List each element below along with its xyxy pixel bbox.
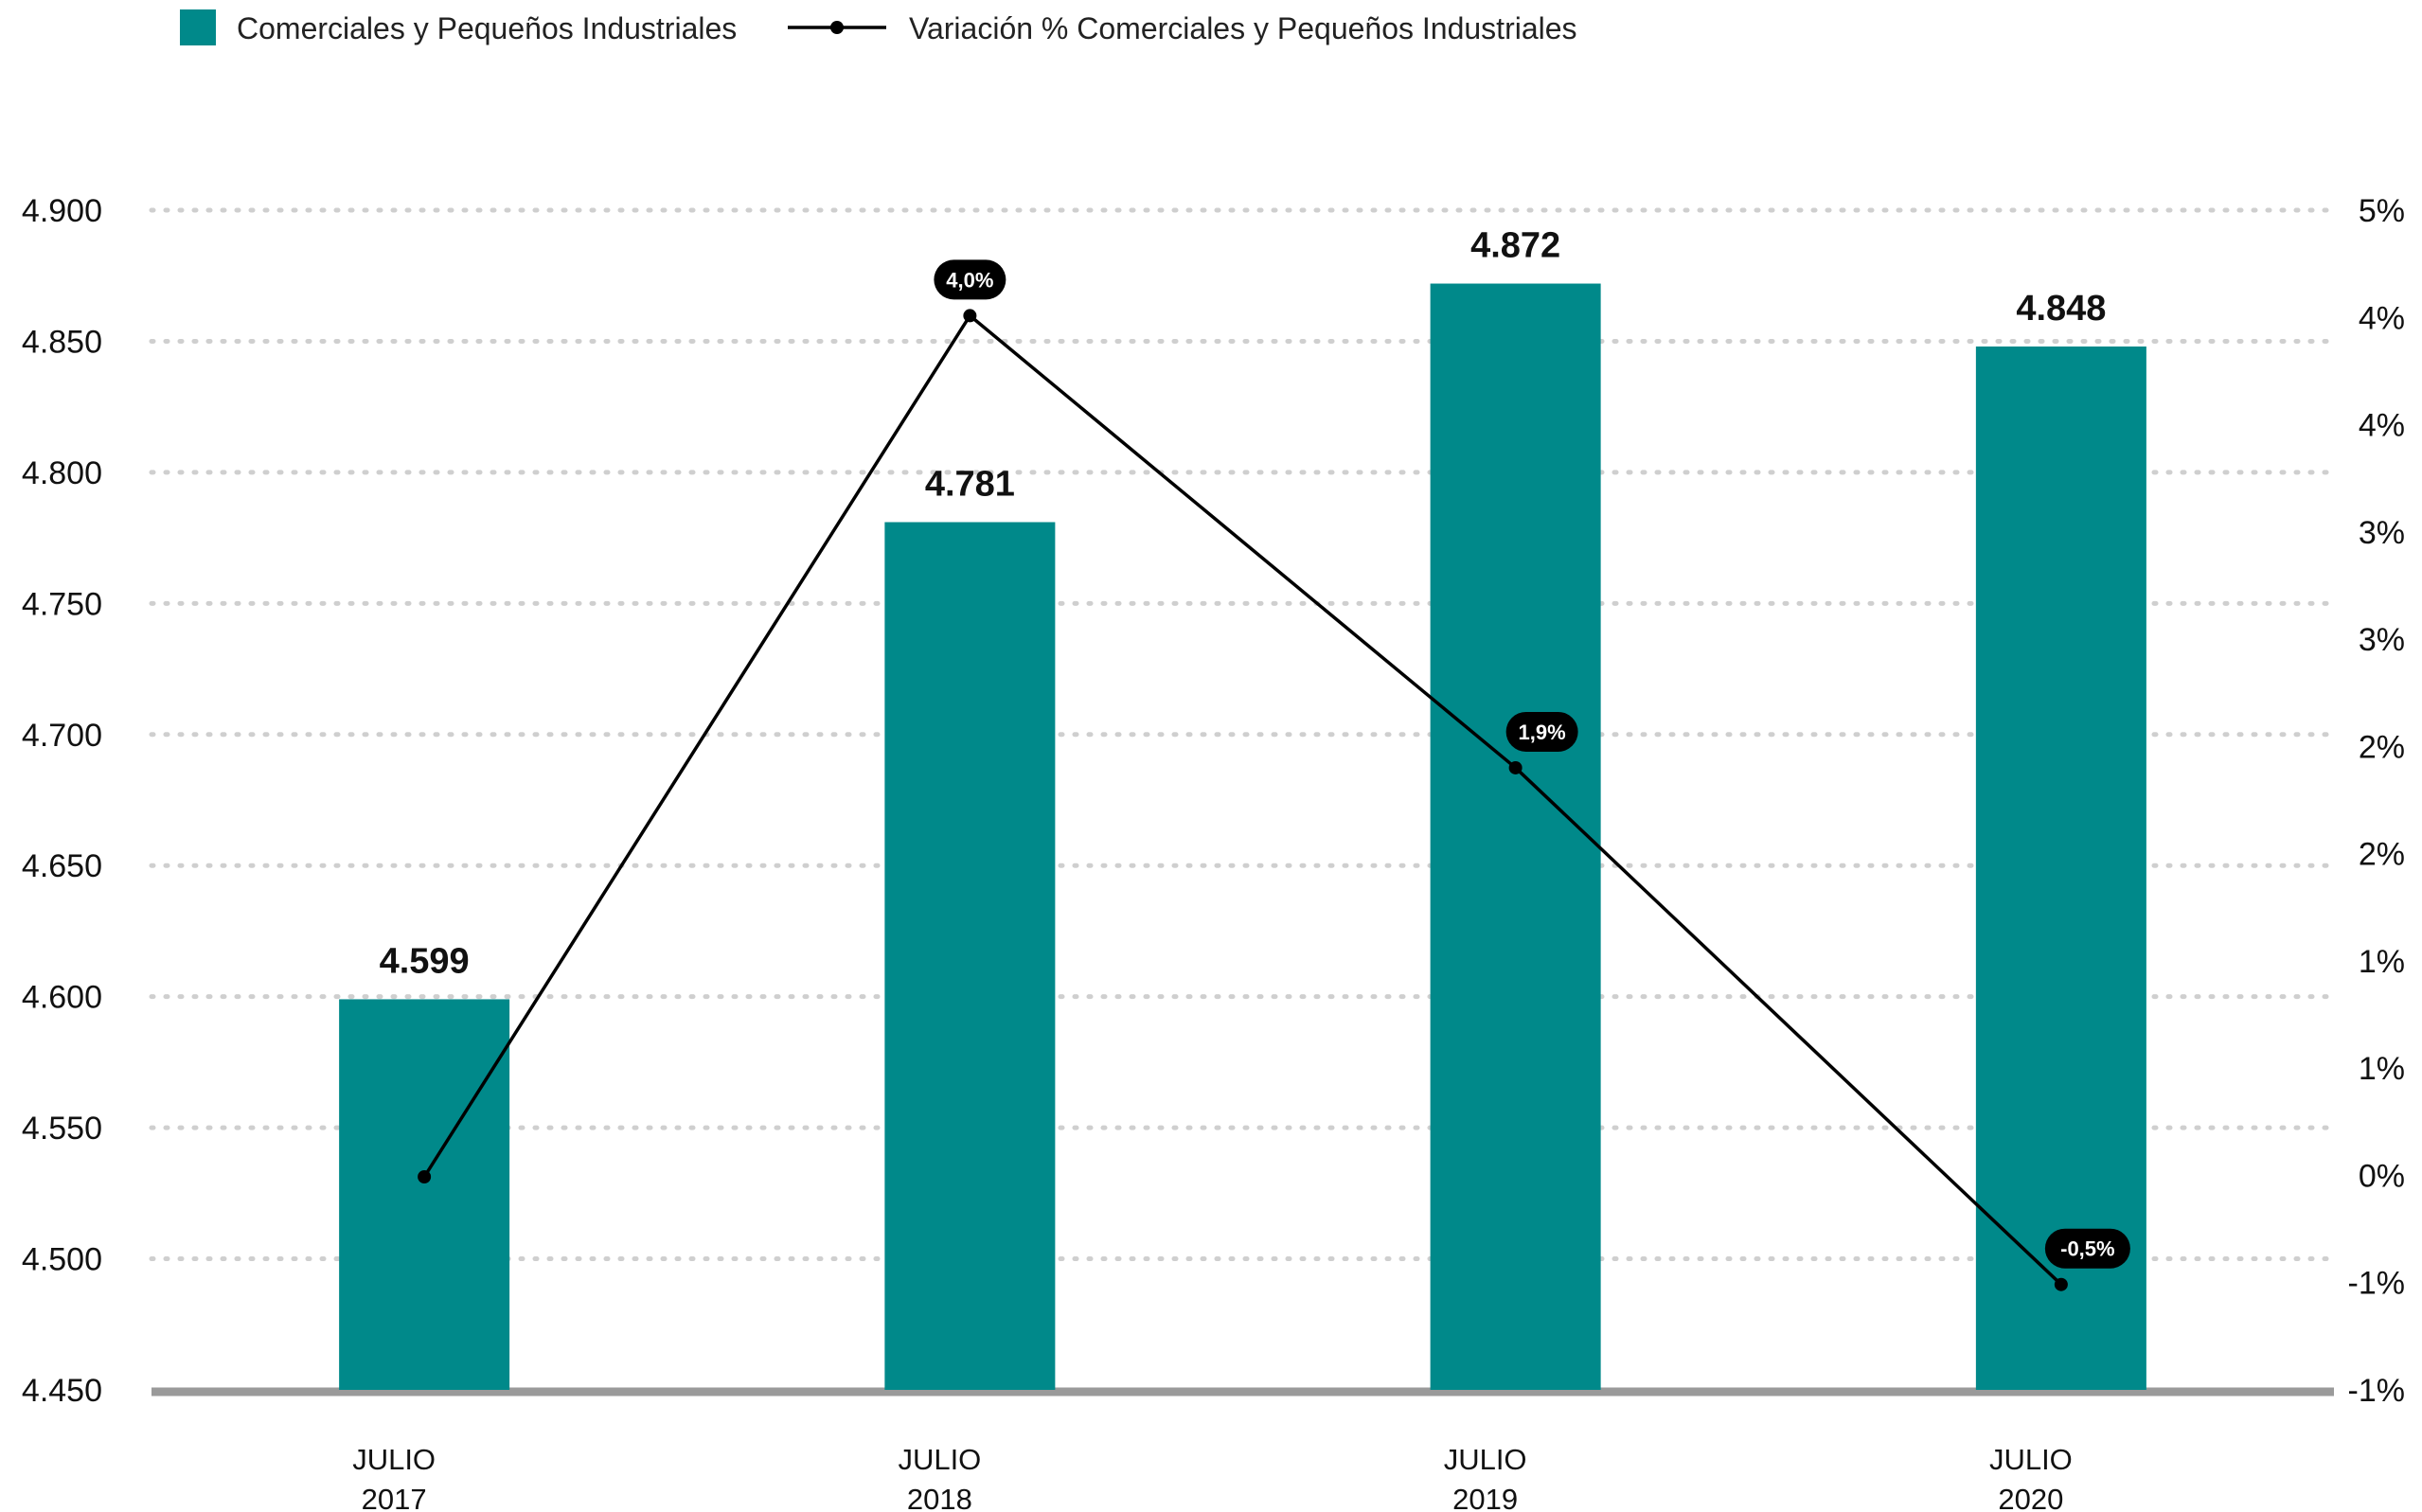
right-axis-tick-label: 4%: [2359, 300, 2405, 336]
bar-value-label: 4.872: [1470, 226, 1560, 266]
left-axis-tick-label: 4.450: [22, 1373, 102, 1409]
legend-swatch-point: [830, 21, 844, 34]
right-axis-tick-label: 2%: [2359, 837, 2405, 873]
right-axis-tick-label: -1%: [2348, 1373, 2405, 1409]
legend: Comerciales y Pequeños Industriales Varia…: [180, 9, 1577, 45]
right-axis-tick-label: 2%: [2359, 729, 2405, 765]
x-axis-tick-label: 2017: [362, 1483, 427, 1512]
legend-label-bar: Comerciales y Pequeños Industriales: [237, 11, 737, 45]
bar: [1975, 346, 2146, 1391]
gridlines: [149, 207, 2337, 1262]
legend-label-line: Variación % Comerciales y Pequeños Indus…: [909, 11, 1577, 45]
legend-swatch-bar: [180, 9, 216, 45]
variation-labels: 4,0% 1,9% -0,5%: [934, 259, 2130, 1269]
right-axis-tick-label: 0%: [2359, 1158, 2405, 1194]
right-axis-tick-label: 4%: [2359, 408, 2405, 444]
right-axis-tick-label: 1%: [2359, 944, 2405, 980]
right-axis-tick-label: -1%: [2348, 1266, 2405, 1302]
bar-value-label: 4.781: [925, 464, 1015, 504]
variation-point: [2054, 1277, 2068, 1291]
variation-label-badge: [934, 259, 1006, 300]
bars: [339, 283, 2146, 1391]
left-axis-tick-label: 4.550: [22, 1111, 102, 1147]
variation-point: [418, 1170, 432, 1183]
left-axis-tick-label: 4.750: [22, 586, 102, 622]
variation-label-badge: [1505, 711, 1578, 752]
left-axis-tick-label: 4.850: [22, 324, 102, 360]
right-axis-ticks: 5% 4% 4% 3% 3% 2% 2% 1% 1% 0% -1% -1%: [2348, 193, 2405, 1409]
left-axis-tick-label: 4.650: [22, 848, 102, 884]
variation-label: 4,0%: [946, 268, 993, 292]
x-axis-tick-label: JULIO: [352, 1443, 436, 1476]
left-axis-ticks: 4.900 4.850 4.800 4.750 4.700 4.650 4.600 4.550…: [22, 193, 102, 1409]
left-axis-tick-label: 4.800: [22, 455, 102, 491]
variation-point: [963, 309, 977, 323]
x-axis-tick-label: 2020: [1998, 1483, 2063, 1512]
x-axis-tick-label: JULIO: [1444, 1443, 1527, 1476]
bar-value-labels: 4.599 4.781 4.872 4.848: [380, 226, 2107, 982]
x-axis-tick-label: JULIO: [1989, 1443, 2073, 1476]
x-axis-tick-label: 2019: [1452, 1483, 1518, 1512]
x-axis-tick-label: 2018: [907, 1483, 972, 1512]
bar: [1430, 283, 1601, 1390]
right-axis-tick-label: 3%: [2359, 515, 2405, 551]
x-axis-ticks: JULIO 2017 JULIO 2018 JULIO 2019 JULIO 2020: [352, 1443, 2073, 1512]
bar-value-label: 4.848: [2016, 289, 2106, 329]
variation-label: 1,9%: [1519, 720, 1566, 744]
variation-label: -0,5%: [2060, 1237, 2114, 1261]
x-axis-tick-label: JULIO: [898, 1443, 981, 1476]
bar: [339, 999, 510, 1390]
bar-value-label: 4.599: [380, 941, 470, 981]
left-axis-tick-label: 4.700: [22, 718, 102, 754]
right-axis-tick-label: 3%: [2359, 622, 2405, 658]
bar: [884, 522, 1056, 1390]
left-axis-tick-label: 4.600: [22, 980, 102, 1016]
right-axis-tick-label: 5%: [2359, 193, 2405, 229]
left-axis-tick-label: 4.500: [22, 1242, 102, 1278]
variation-label-badge: [2044, 1228, 2130, 1269]
variation-point: [1508, 760, 1523, 774]
variation-line: [418, 309, 2068, 1291]
right-axis-tick-label: 1%: [2359, 1051, 2405, 1087]
variation-line-path: [422, 313, 2063, 1286]
left-axis-tick-label: 4.900: [22, 193, 102, 229]
